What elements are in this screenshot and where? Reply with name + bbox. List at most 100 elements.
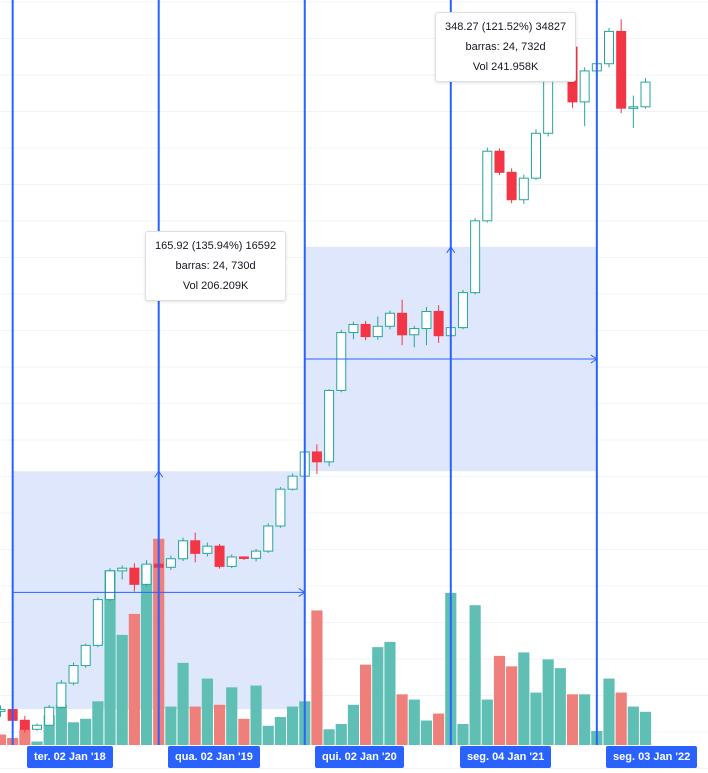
date-label[interactable]: ter. 02 Jan '18 bbox=[27, 746, 113, 768]
volume-bar bbox=[469, 605, 481, 745]
candle-body bbox=[178, 540, 189, 560]
volume-bar bbox=[274, 717, 286, 745]
candle-body bbox=[141, 563, 152, 585]
candle-body bbox=[372, 325, 383, 338]
candle-body bbox=[44, 706, 55, 726]
volume-bar bbox=[104, 570, 116, 745]
volume-bar bbox=[627, 706, 639, 745]
candle-body bbox=[482, 150, 493, 222]
volume-bar bbox=[80, 718, 92, 745]
volume-bar bbox=[201, 678, 213, 745]
candle-body bbox=[530, 132, 541, 179]
candle-body bbox=[640, 81, 651, 108]
volume-bar bbox=[506, 666, 518, 745]
volume-bar bbox=[286, 706, 299, 745]
measure-change: 348.27 (121.52%) 34827 bbox=[445, 21, 567, 33]
candle-body bbox=[421, 310, 432, 330]
date-label[interactable]: seg. 03 Jan '22 bbox=[606, 746, 698, 768]
measure-change: 165.92 (135.94%) 16592 bbox=[155, 240, 277, 252]
date-label[interactable]: qui. 02 Jan '20 bbox=[315, 746, 404, 768]
candle-body bbox=[409, 328, 420, 336]
candle-body bbox=[324, 389, 335, 463]
volume-bar bbox=[384, 641, 396, 745]
candle-body bbox=[117, 567, 128, 572]
candle-body bbox=[360, 323, 371, 338]
volume-bar bbox=[335, 724, 347, 745]
volume-bar bbox=[116, 634, 128, 745]
candle-body bbox=[105, 570, 116, 601]
volume-bar bbox=[311, 610, 323, 745]
volume-bar bbox=[250, 685, 262, 745]
volume-bar bbox=[43, 715, 55, 745]
candle-body bbox=[202, 545, 213, 554]
measure-tooltip: 348.27 (121.52%) 34827 barras: 24, 732d … bbox=[435, 12, 577, 82]
volume-bar bbox=[530, 692, 542, 745]
candle-body bbox=[311, 451, 322, 463]
measure-volume: Vol 206.209K bbox=[182, 280, 249, 292]
volume-bar bbox=[615, 692, 627, 745]
candle-body bbox=[494, 150, 505, 173]
volume-bar bbox=[542, 659, 554, 745]
measure-bars: barras: 24, 730d bbox=[175, 260, 256, 272]
date-markers bbox=[11, 0, 598, 745]
volume-bar bbox=[55, 704, 67, 745]
volume-bar bbox=[493, 655, 506, 745]
volume-bar bbox=[238, 718, 250, 745]
volume-bar bbox=[262, 725, 274, 745]
candle-body bbox=[238, 556, 249, 559]
volume-bar bbox=[408, 699, 420, 745]
candle-body bbox=[0, 709, 6, 712]
volume-bar bbox=[420, 720, 433, 745]
volume-bar bbox=[481, 699, 493, 745]
candle-body bbox=[190, 540, 201, 554]
candle-body bbox=[263, 525, 274, 552]
volume-bar bbox=[67, 722, 80, 745]
candle-body bbox=[92, 599, 103, 646]
candle-body bbox=[251, 550, 262, 559]
candle-body bbox=[165, 558, 176, 568]
date-label[interactable]: seg. 04 Jan '21 bbox=[460, 746, 552, 768]
candle-body bbox=[384, 312, 395, 327]
volume-bar bbox=[189, 706, 201, 745]
candle-body bbox=[470, 220, 481, 294]
measure-tooltip: 165.92 (135.94%) 16592 barras: 24, 730d … bbox=[145, 231, 287, 301]
volume-bar bbox=[579, 694, 591, 745]
volume-bar bbox=[554, 668, 566, 745]
volume-bar bbox=[323, 729, 335, 745]
date-label[interactable]: qua. 02 Jan '19 bbox=[168, 746, 260, 768]
volume-bar bbox=[92, 701, 104, 745]
volume-bar bbox=[165, 706, 177, 745]
candle-body bbox=[457, 292, 468, 329]
volume-bar bbox=[19, 729, 31, 745]
candle-body bbox=[506, 171, 517, 201]
candle-body bbox=[397, 312, 408, 336]
candle-body bbox=[628, 106, 639, 109]
candle-body bbox=[80, 644, 91, 667]
volume-bar bbox=[518, 652, 530, 745]
measure-volume: Vol 241.958K bbox=[472, 61, 539, 73]
candle-body bbox=[32, 724, 43, 730]
volume-bar bbox=[639, 711, 652, 745]
volume-bar bbox=[360, 664, 372, 745]
candle-body bbox=[604, 30, 614, 65]
volume-bar bbox=[396, 694, 408, 745]
volume-bar bbox=[347, 704, 360, 745]
candle-body bbox=[68, 665, 79, 684]
candle-body bbox=[579, 70, 590, 103]
candle-body bbox=[129, 567, 140, 585]
candle-body bbox=[19, 719, 30, 730]
candle-body bbox=[348, 323, 359, 334]
candle-body bbox=[518, 177, 529, 201]
volume-bar bbox=[0, 734, 7, 745]
volume-bar bbox=[31, 741, 43, 745]
volume-bar bbox=[177, 662, 189, 745]
volume-bar bbox=[457, 724, 469, 745]
candle-body bbox=[287, 475, 298, 490]
volume-bar bbox=[140, 565, 153, 745]
volume-bar bbox=[433, 713, 445, 745]
volume-bar bbox=[372, 647, 384, 745]
volume-bar bbox=[603, 678, 615, 745]
candle-body bbox=[56, 682, 67, 708]
volume-bar bbox=[226, 687, 238, 745]
